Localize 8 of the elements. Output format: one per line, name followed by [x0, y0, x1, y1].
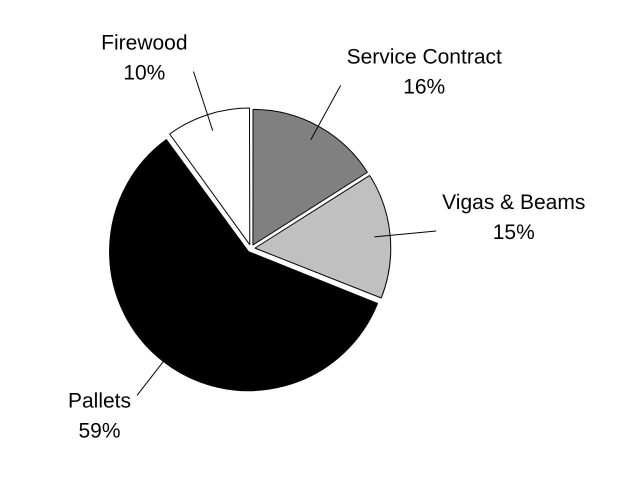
slice-label: Service Contract [346, 45, 502, 68]
data-label: 59% [78, 419, 120, 442]
slice-label: Firewood [101, 31, 188, 54]
slice-label: Pallets [68, 389, 131, 412]
slice-label: Vigas & Beams [442, 190, 586, 214]
data-label: 15% [492, 220, 535, 244]
data-label: 16% [403, 75, 446, 98]
data-label: 10% [123, 61, 166, 84]
